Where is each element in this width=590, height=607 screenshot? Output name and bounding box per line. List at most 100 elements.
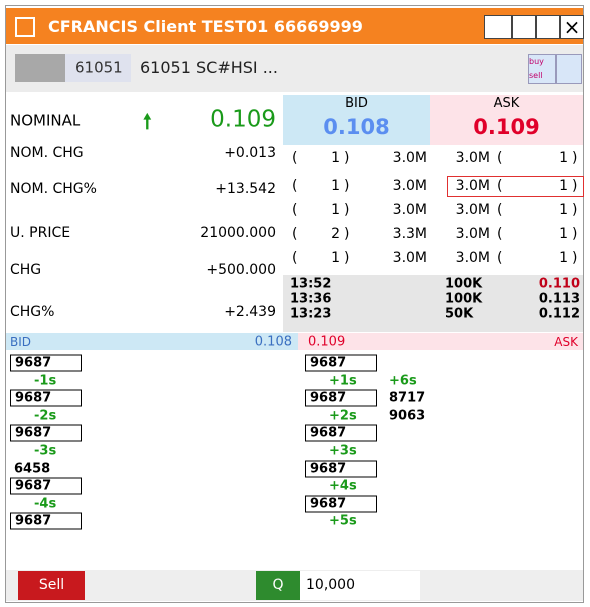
ask-bar-label: ASK	[554, 335, 578, 349]
bid-bar	[6, 333, 298, 350]
ask-count: 1	[559, 226, 568, 242]
broker-id: 9687	[305, 495, 377, 513]
ask-volume: 3.0M	[455, 150, 490, 166]
field-value: +0.013	[224, 145, 276, 161]
broker-id: 6458	[14, 461, 51, 477]
color-box	[15, 54, 65, 82]
broker-id: 9063	[389, 408, 426, 424]
nominal-label: NOMINAL	[10, 111, 81, 130]
ask-volume: 3.0M	[455, 226, 490, 242]
broker-id: 9687	[305, 424, 377, 442]
close-button[interactable]: ×	[560, 15, 584, 39]
bid-volume: 3.0M	[392, 150, 427, 166]
broker-id: 9687	[305, 460, 377, 478]
paren: )	[572, 202, 578, 218]
sell-button[interactable]: Sell	[18, 571, 85, 600]
field-value: 21000.000	[200, 225, 276, 241]
bid-price: 0.108	[323, 115, 390, 139]
buy-sell-button[interactable]: buy sell	[528, 54, 556, 84]
ask-count: 1	[559, 202, 568, 218]
bid-count: 1	[331, 250, 340, 266]
paren: (	[292, 178, 298, 194]
queue-time: -1s	[34, 373, 57, 389]
paren: )	[344, 226, 350, 242]
paren: )	[572, 178, 578, 194]
maximize-button[interactable]	[536, 15, 560, 39]
ask-bar	[298, 333, 583, 350]
ask-volume: 3.0M	[455, 178, 490, 194]
ask-bar-price: 0.109	[308, 334, 346, 350]
broker-id: 9687	[10, 477, 82, 495]
queue-time: +5s	[329, 513, 357, 529]
bid-volume: 3.0M	[392, 178, 427, 194]
trade-price: 0.112	[538, 306, 580, 322]
bid-count: 1	[331, 178, 340, 194]
window-icon	[15, 17, 35, 37]
queue-time: +1s	[329, 373, 357, 389]
window-title: CFRANCIS Client TEST01 66669999	[48, 17, 363, 36]
restore-button[interactable]	[484, 15, 512, 39]
trade-time: 13:52	[290, 276, 332, 292]
paren: )	[572, 250, 578, 266]
queue-time: -4s	[34, 496, 57, 512]
quantity-button[interactable]: Q	[256, 571, 300, 600]
queue-time: -3s	[34, 443, 57, 459]
paren: (	[497, 226, 503, 242]
trade-price: 0.113	[538, 291, 580, 307]
bid-bar-price: 0.108	[254, 334, 292, 350]
trades-panel	[283, 275, 583, 332]
paren: )	[572, 226, 578, 242]
instrument-name: 61051 SC#HSI ...	[140, 58, 278, 77]
chart-button[interactable]	[556, 54, 582, 84]
field-label: NOM. CHG%	[10, 181, 97, 197]
field-label: CHG%	[10, 304, 55, 320]
field-label: NOM. CHG	[10, 145, 84, 161]
up-arrow: 🠕	[143, 109, 152, 133]
window-frame	[5, 5, 584, 603]
bid-volume: 3.3M	[392, 226, 427, 242]
quantity-input[interactable]: 10,000	[300, 571, 420, 600]
queue-time: +2s	[329, 408, 357, 424]
bid-count: 1	[331, 202, 340, 218]
broker-id: 9687	[10, 354, 82, 372]
paren: )	[572, 150, 578, 166]
paren: (	[497, 202, 503, 218]
trade-volume: 100K	[445, 276, 483, 292]
broker-id: 9687	[305, 389, 377, 407]
paren: (	[497, 150, 503, 166]
trade-volume: 50K	[445, 306, 474, 322]
field-value: +2.439	[224, 304, 276, 320]
paren: (	[292, 226, 298, 242]
instrument-code: 61051	[75, 58, 123, 77]
trade-volume: 100K	[445, 291, 483, 307]
field-label: CHG	[10, 262, 42, 278]
field-value: +500.000	[206, 262, 276, 278]
ask-volume: 3.0M	[455, 202, 490, 218]
ask-count: 1	[559, 150, 568, 166]
paren: (	[292, 150, 298, 166]
ask-header	[430, 95, 583, 145]
paren: )	[344, 178, 350, 194]
queue-time: +3s	[329, 443, 357, 459]
queue-time: +4s	[329, 478, 357, 494]
bid-volume: 3.0M	[392, 250, 427, 266]
paren: (	[292, 202, 298, 218]
trade-price: 0.110	[538, 276, 580, 292]
bid-count: 2	[331, 226, 340, 242]
code-input[interactable]	[65, 54, 131, 82]
bid-header	[283, 95, 430, 145]
ask-volume: 3.0M	[455, 250, 490, 266]
trade-time: 13:36	[290, 291, 332, 307]
broker-id: 9687	[10, 512, 82, 530]
field-label: U. PRICE	[10, 225, 71, 241]
ask-count: 1	[559, 178, 568, 194]
paren: )	[344, 250, 350, 266]
minimize-button[interactable]	[512, 15, 536, 39]
paren: )	[344, 202, 350, 218]
bid-volume: 3.0M	[392, 202, 427, 218]
bid-label: BID	[345, 96, 368, 111]
ask-price: 0.109	[473, 115, 540, 139]
ask-label: ASK	[493, 96, 520, 111]
paren: )	[344, 150, 350, 166]
